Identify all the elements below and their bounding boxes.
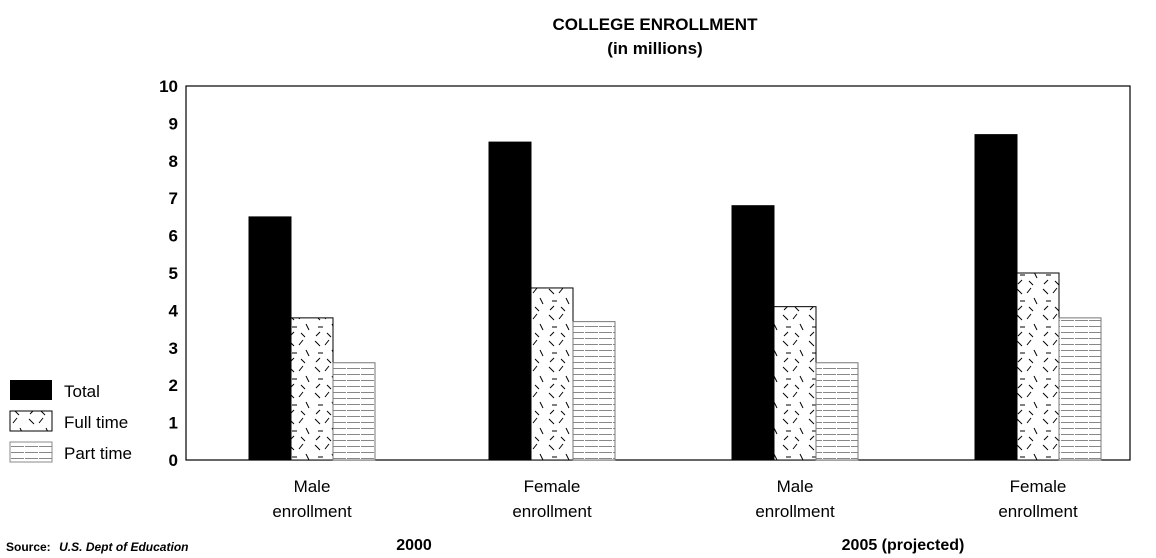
- category-label: enrollment: [512, 502, 592, 521]
- source-label: Source:: [6, 540, 51, 554]
- bar-total: [248, 216, 292, 461]
- bar-part-time: [1058, 317, 1102, 461]
- y-tick-label: 5: [169, 264, 178, 283]
- category-label: enrollment: [755, 502, 835, 521]
- y-tick-label: 6: [169, 227, 178, 246]
- category-label: enrollment: [998, 502, 1078, 521]
- legend-label-full-time: Full time: [64, 413, 128, 432]
- bar-part-time: [332, 362, 376, 461]
- source-note: Source: U.S. Dept of Education: [6, 538, 188, 555]
- legend-swatch-part-time: [9, 441, 53, 463]
- bars: [248, 134, 1102, 461]
- y-tick-label: 1: [169, 414, 178, 433]
- bar-full-time: [773, 306, 817, 461]
- plot-frame: [185, 85, 1131, 461]
- bar-total: [488, 141, 532, 461]
- category-label: Female: [1010, 477, 1067, 496]
- bar-part-time: [815, 362, 859, 461]
- chart-title: COLLEGE ENROLLMENT: [553, 15, 759, 34]
- bar-total: [731, 205, 775, 461]
- category-label: Female: [524, 477, 581, 496]
- category-labels: Male enrollment Female enrollment Male enroll…: [272, 477, 1078, 521]
- y-axis-ticks: 0 1 2 3 4 5 6 7 8 9 10: [159, 77, 178, 470]
- legend-label-part-time: Part time: [64, 444, 132, 463]
- bar-full-time: [290, 317, 334, 461]
- y-tick-label: 3: [169, 339, 178, 358]
- chart-subtitle: (in millions): [607, 39, 702, 58]
- y-tick-label: 0: [169, 451, 178, 470]
- y-tick-label: 8: [169, 152, 178, 171]
- legend-swatch-full-time: [9, 410, 53, 432]
- y-tick-label: 9: [169, 114, 178, 133]
- y-tick-label: 7: [169, 189, 178, 208]
- group-label-2000: 2000: [396, 537, 432, 554]
- legend-label-total: Total: [64, 382, 100, 401]
- legend: Total Full time Part time: [9, 380, 132, 463]
- bar-part-time: [572, 321, 616, 461]
- y-tick-label: 2: [169, 376, 178, 395]
- bar-total: [974, 134, 1018, 461]
- bar-full-time: [1016, 272, 1060, 461]
- y-tick-label: 10: [159, 77, 178, 96]
- category-label: Male: [777, 477, 814, 496]
- group-label-2005: 2005 (projected): [842, 537, 965, 554]
- category-label: enrollment: [272, 502, 352, 521]
- y-tick-label: 4: [169, 301, 179, 320]
- category-label: Male: [294, 477, 331, 496]
- bar-full-time: [530, 287, 574, 461]
- legend-swatch-total: [10, 380, 52, 400]
- source-value: U.S. Dept of Education: [59, 540, 188, 554]
